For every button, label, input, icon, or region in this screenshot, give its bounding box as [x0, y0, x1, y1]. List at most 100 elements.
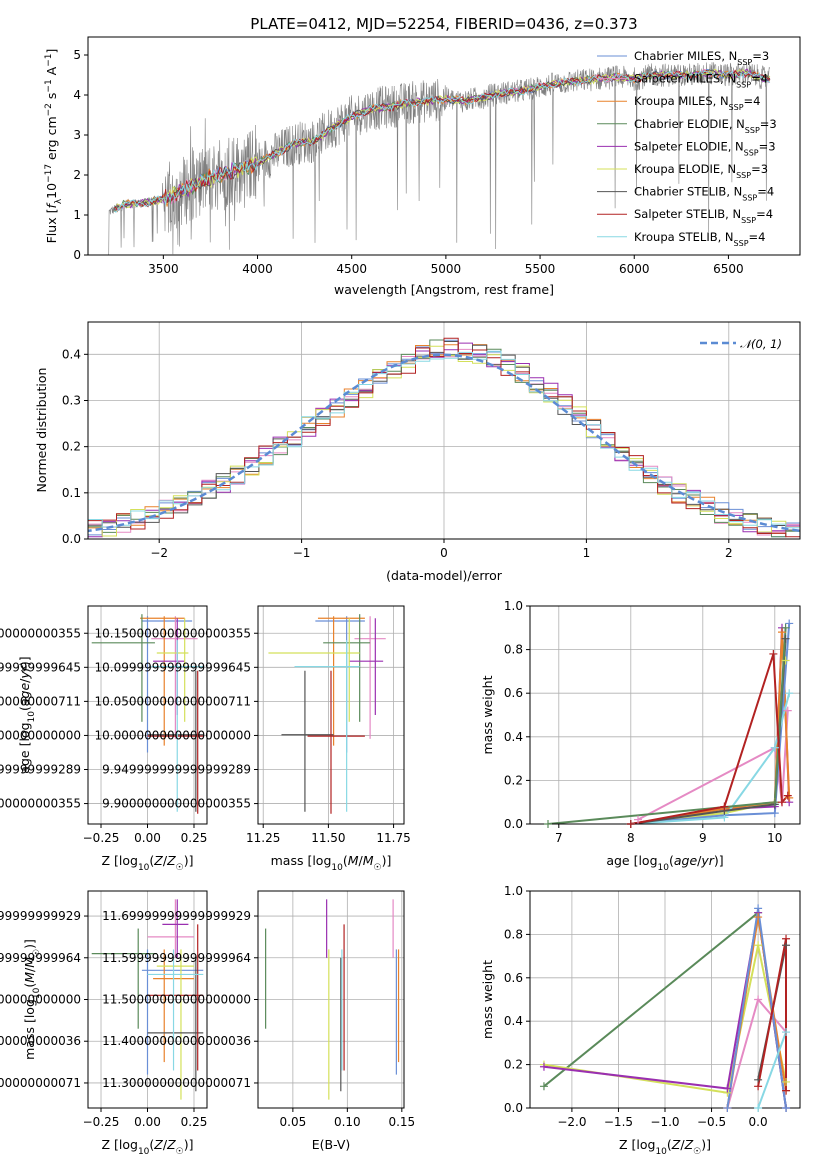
- weight-marker: [754, 941, 763, 950]
- legend-label: Salpeter ELODIE, NSSP=3: [634, 139, 776, 157]
- x-axis-label: wavelength [Angstrom, rest frame]: [334, 282, 554, 297]
- chart-residuals: −2 −1 0 1 2 0.0 0.1 0.2 0.3 0.4 (data-model)/error…: [34, 321, 801, 583]
- y-tick-label: 10.000000000000000000: [94, 728, 251, 742]
- weight-marker: [781, 623, 790, 632]
- y-tick-label: 4: [73, 88, 81, 102]
- x-tick-label: 2: [725, 546, 733, 560]
- y-tick-label: 10.000000000000000000: [0, 728, 81, 742]
- y-tick-label: 0.4: [504, 730, 523, 744]
- label-part: 10: [44, 183, 59, 199]
- legend-nssp: =3: [751, 162, 768, 176]
- plot-area: [108, 62, 771, 255]
- legend-label: Kroupa ELODIE, NSSP=3: [634, 162, 768, 180]
- axes-frame: [529, 605, 801, 825]
- label-part: M: [22, 972, 37, 983]
- weight-marker: [754, 904, 763, 913]
- legend-sub: SSP: [736, 171, 751, 180]
- x-tick-label: 10: [767, 831, 782, 845]
- legend-nssp: =4: [751, 72, 768, 86]
- weight-marker: [770, 809, 779, 818]
- y-tick-label: 10.099999999999999645: [94, 660, 251, 674]
- weight-marker: [782, 1077, 791, 1086]
- weight-line: [630, 632, 791, 824]
- plot-area: [265, 899, 400, 1100]
- label-part: 10: [138, 863, 150, 873]
- label-part: (: [149, 1137, 154, 1152]
- y-tick-label: 11.69999999999999929: [0, 909, 81, 923]
- label-part: 10: [655, 1147, 667, 1157]
- y-tick-label: 11.50000000000000000: [102, 993, 251, 1007]
- weight-marker: [720, 802, 729, 811]
- x-tick-label: 0.00: [134, 831, 161, 845]
- plot-area: [91, 899, 204, 1100]
- label-part: (: [667, 1137, 672, 1152]
- weight-marker: [783, 706, 792, 715]
- legend-nssp: =3: [759, 139, 776, 153]
- x-tick-label: −2: [150, 546, 168, 560]
- y-tick-label: 11.69999999999999929: [102, 909, 251, 923]
- legend-sub: SSP: [742, 193, 757, 202]
- model-spectrum: [114, 69, 771, 212]
- y-tick-label: 0.0: [504, 1101, 523, 1115]
- y-tick-label: 10.099999999999999645: [0, 660, 81, 674]
- y-axis-label: Flux [fλ10−17 erg cm−2 s−1 A−1]: [44, 49, 64, 244]
- y-tick-label: 0.6: [504, 971, 523, 985]
- chart-age_vs_Z: −0.25 0.00 0.25 9.900000000000000355 9.94999…: [0, 605, 208, 873]
- y-tick-label: 0.0: [504, 817, 523, 831]
- weight-line: [630, 623, 791, 824]
- x-tick-label: 3500: [148, 262, 179, 276]
- x-axis-label: Z [log10(Z/Z☉)]: [101, 853, 193, 873]
- chart-title: PLATE=0412, MJD=52254, FIBERID=0436, z=0…: [250, 15, 637, 33]
- label-part: f: [44, 203, 59, 209]
- label-part: −1: [44, 79, 54, 92]
- weight-marker: [723, 1084, 732, 1093]
- weight-marker: [785, 793, 794, 802]
- weight-marker: [778, 628, 786, 637]
- label-part: 10: [32, 987, 42, 999]
- x-axis-label: (data-model)/error: [386, 568, 503, 583]
- legend-nssp: =4: [749, 230, 766, 244]
- x-tick-label: 11.25: [246, 831, 280, 845]
- y-tick-label: 11.50000000000000000: [0, 993, 81, 1007]
- y-tick-label: 0.2: [504, 773, 523, 787]
- label-part: mass [log: [271, 853, 332, 868]
- label-part: /: [680, 1137, 685, 1152]
- label-part: age: [674, 853, 698, 868]
- legend-label: Chabrier MILES, NSSP=3: [634, 49, 769, 67]
- label-part: yr: [700, 853, 714, 868]
- legend-label: Kroupa STELIB, NSSP=4: [634, 230, 765, 248]
- label-part: )]: [184, 853, 194, 868]
- label-part: /: [359, 853, 364, 868]
- y-tick-label: 1: [73, 208, 81, 222]
- label-part: (: [343, 853, 348, 868]
- axes-frame: [87, 36, 801, 256]
- weight-marker: [782, 1104, 791, 1112]
- label-part: (: [669, 853, 674, 868]
- label-part: age [log: [17, 722, 32, 773]
- label-part: )]: [22, 939, 37, 949]
- gaussian-curve: [88, 353, 800, 533]
- weight-marker: [781, 634, 790, 643]
- x-tick-label: 0.25: [181, 1115, 208, 1129]
- x-tick-label: −0.5: [697, 1115, 726, 1129]
- residual-histogram: [88, 337, 800, 538]
- legend-nssp: =4: [757, 185, 774, 199]
- x-axis-label: E(B-V): [312, 1137, 351, 1152]
- weight-marker: [778, 798, 786, 807]
- y-tick-label: 5: [73, 48, 81, 62]
- label-part: )]: [714, 853, 724, 868]
- y-tick-label: 2: [73, 168, 81, 182]
- legend-name: Kroupa ELODIE, N: [634, 162, 736, 176]
- weight-line: [630, 638, 787, 824]
- weight-marker: [754, 995, 763, 1004]
- x-tick-label: 11.50: [311, 831, 345, 845]
- x-tick-label: 0.25: [181, 831, 208, 845]
- legend-sub: SSP: [737, 58, 752, 67]
- weight-marker: [634, 815, 642, 824]
- legend-nssp: =4: [744, 94, 761, 108]
- label-part: Z [log: [619, 1137, 655, 1152]
- y-tick-label: 0.2: [504, 1058, 523, 1072]
- legend-name: Chabrier STELIB, N: [634, 185, 742, 199]
